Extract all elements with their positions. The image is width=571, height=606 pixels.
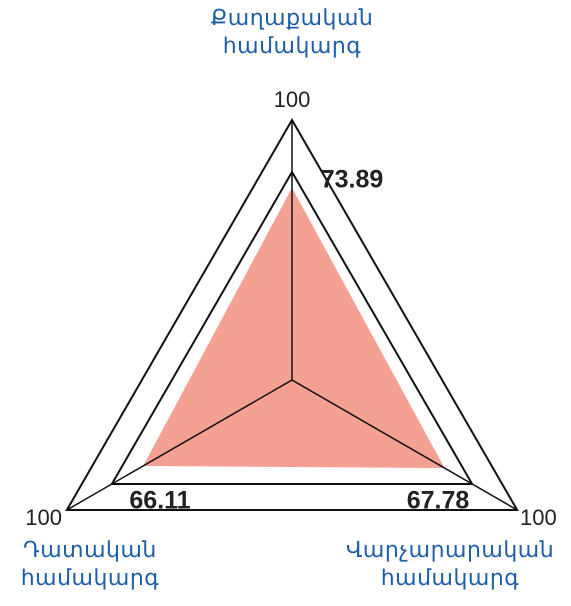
grid-ring [110, 169, 474, 485]
value-label: 66.11 [129, 487, 190, 515]
value-label: 73.89 [321, 166, 384, 194]
value-label: 67.78 [407, 487, 470, 515]
grid-ring [65, 118, 519, 511]
data-area [143, 187, 445, 469]
axis-spoke [66, 379, 293, 511]
r-tick-label: 100 [25, 505, 62, 530]
r-tick-label: 100 [520, 505, 557, 530]
category-label: Վարչարարական համակարգ [345, 537, 555, 590]
category-label: Դատական համակարգ [20, 537, 160, 590]
r-tick-label: 100 [274, 87, 311, 112]
category-label: Քաղաքական համակարգ [210, 5, 374, 58]
axis-spoke [291, 379, 518, 511]
